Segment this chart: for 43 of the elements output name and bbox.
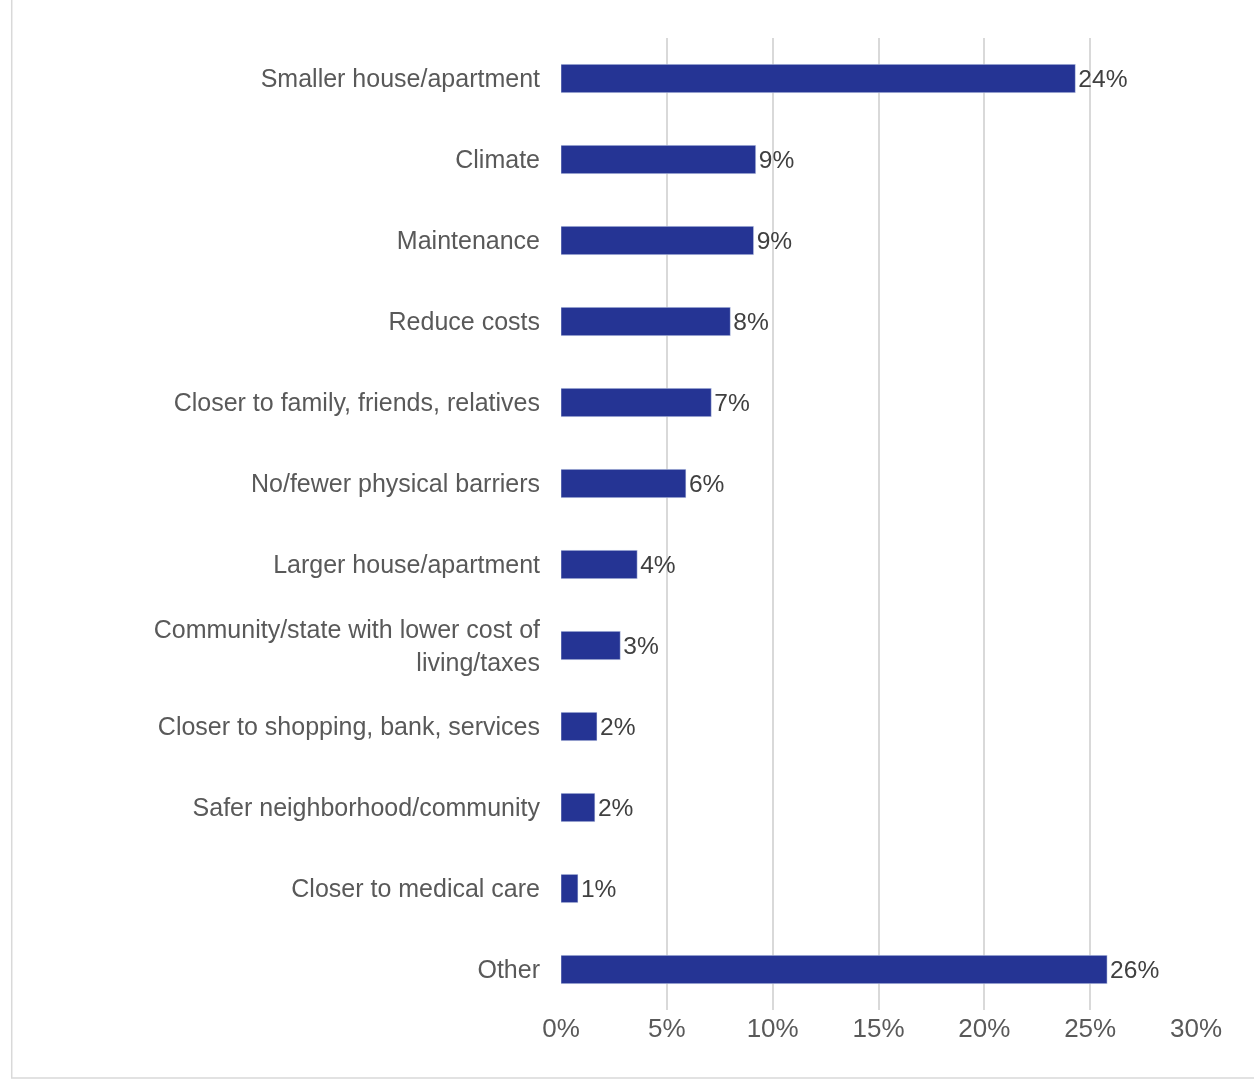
y-tick-label: Closer to shopping, bank, services (157, 712, 540, 741)
x-tick-label: 25% (1064, 1013, 1117, 1043)
bar (561, 145, 756, 174)
y-tick-label: Safer neighborhood/community (192, 793, 541, 822)
y-tick-label: Closer to family, friends, relatives (173, 388, 540, 417)
bar (561, 955, 1108, 984)
y-tick-label: Community/state with lower cost of living/taxes (153, 615, 541, 676)
y-tick-label: Climate (455, 145, 540, 174)
bar (561, 874, 579, 903)
data-label: 2% (599, 713, 636, 741)
y-tick-label: Larger house/apartment (273, 550, 541, 579)
data-label: 9% (758, 146, 795, 173)
x-tick-label: 0% (542, 1013, 580, 1043)
y-tick-label: Other (477, 955, 540, 984)
data-label: 9% (756, 227, 793, 255)
x-tick-label: 5% (648, 1013, 686, 1043)
bar (561, 307, 731, 336)
data-label: 1% (580, 875, 617, 903)
bar (561, 226, 754, 255)
bar (561, 550, 638, 579)
x-tick-label: 10% (746, 1013, 799, 1043)
y-tick-label: Closer to medical care (291, 874, 540, 903)
bar (561, 469, 687, 498)
data-label: 7% (714, 389, 750, 417)
bar (561, 388, 712, 417)
x-tick-label: 30% (1169, 1013, 1223, 1043)
data-label: 4% (640, 551, 676, 578)
bar (561, 793, 596, 822)
y-tick-label: Smaller house/apartment (260, 64, 541, 93)
x-tick-label: 20% (958, 1013, 1011, 1043)
y-tick-label: Maintenance (396, 226, 540, 255)
data-label: 26% (1110, 956, 1160, 984)
bar (561, 712, 598, 741)
y-tick-label: No/fewer physical barriers (251, 469, 540, 498)
data-label: 3% (623, 632, 659, 659)
bar (561, 64, 1076, 93)
data-label: 6% (688, 470, 725, 498)
data-label: 24% (1078, 65, 1128, 93)
y-tick-label: Reduce costs (388, 307, 540, 336)
x-tick-label: 15% (852, 1013, 905, 1043)
data-label: 8% (733, 308, 769, 336)
data-label: 2% (597, 794, 634, 822)
bar (561, 631, 621, 660)
